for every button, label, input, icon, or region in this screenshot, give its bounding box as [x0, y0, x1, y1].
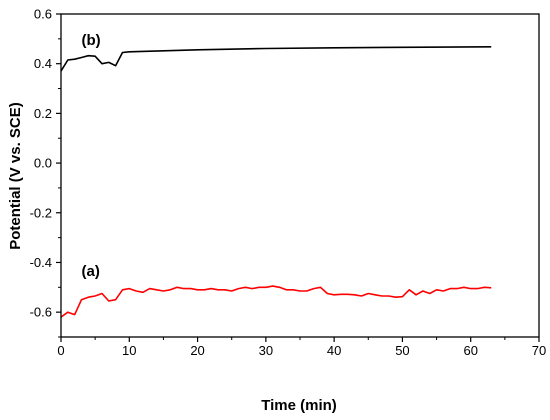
x-tick-label: 20	[190, 343, 204, 358]
annotation-b: (b)	[81, 32, 100, 49]
plot-area	[60, 46, 492, 318]
x-tick-label: 10	[122, 343, 136, 358]
axes: 0 10 20 30 40 50 60 70 -0.6 -0.4 -0.2 0.0 0.2 0.4 0.6 (…	[30, 7, 547, 359]
x-tick-label: 40	[327, 343, 341, 358]
y-tick-label: -0.2	[30, 205, 52, 220]
y-tick-label: 0.0	[34, 156, 52, 171]
y-tick-label: 0.6	[34, 7, 52, 22]
y-tick-label: 0.2	[34, 106, 52, 121]
y-axis-title: Potential (V vs. SCE)	[7, 102, 24, 250]
y-tick-label: -0.6	[30, 305, 52, 320]
annotation-a: (a)	[81, 263, 99, 280]
y-tick-label: -0.4	[30, 255, 52, 270]
x-tick-label: 0	[57, 343, 64, 358]
x-axis-title: Time (min)	[261, 397, 337, 414]
x-tick-label: 70	[532, 343, 546, 358]
x-tick-label: 30	[259, 343, 273, 358]
y-tick-label: 0.4	[34, 56, 52, 71]
series-line-b	[60, 46, 492, 72]
x-tick-label: 50	[395, 343, 409, 358]
series-line-a	[60, 285, 492, 318]
x-tick-label: 60	[463, 343, 477, 358]
